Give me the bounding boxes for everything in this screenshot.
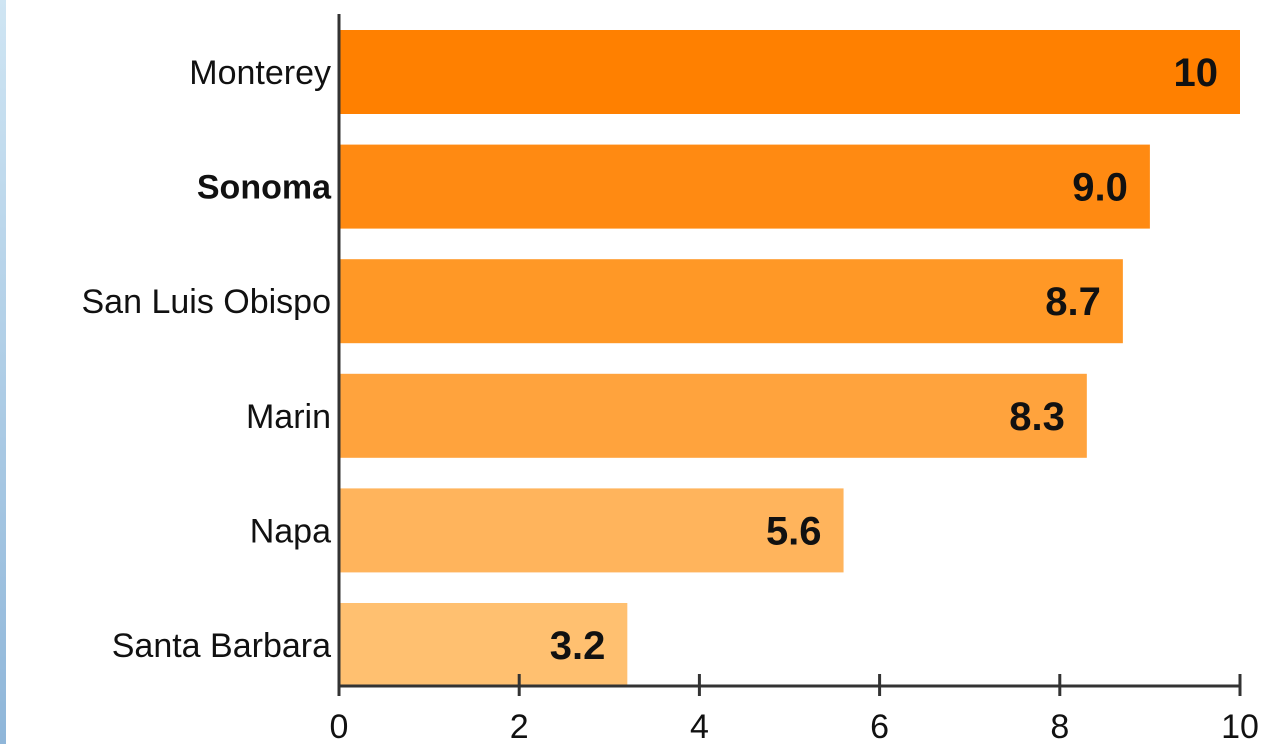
- x-tick-label-10: 10: [1221, 708, 1259, 744]
- category-label-monterey: Monterey: [189, 54, 331, 92]
- category-label-marin: Marin: [246, 398, 331, 436]
- category-label-san-luis-obispo: San Luis Obispo: [82, 283, 332, 321]
- bar-santa-barbara: [339, 603, 628, 687]
- value-label-san-luis-obispo: 8.7: [1045, 280, 1101, 324]
- value-label-monterey: 10: [1174, 51, 1219, 95]
- value-label-marin: 8.3: [1009, 395, 1065, 439]
- left-edge-decoration: [0, 0, 6, 744]
- category-label-santa-barbara: Santa Barbara: [112, 627, 331, 665]
- x-tick-label-0: 0: [330, 708, 349, 744]
- bar-monterey: [339, 30, 1240, 114]
- x-tick-label-2: 2: [510, 708, 529, 744]
- bar-napa: [339, 488, 844, 573]
- bars-layer: 10 Monterey 9.0 Sonoma 8.7 San Luis Obispo 8.3…: [82, 30, 1240, 687]
- x-tick-label-4: 4: [690, 708, 709, 744]
- value-label-sonoma: 9.0: [1072, 166, 1128, 210]
- value-label-napa: 5.6: [766, 509, 822, 553]
- value-label-santa-barbara: 3.2: [550, 624, 606, 668]
- category-label-sonoma: Sonoma: [197, 169, 332, 207]
- x-tick-label-6: 6: [870, 708, 889, 744]
- category-label-napa: Napa: [250, 512, 331, 550]
- axis-layer: 0 2 4 6 8 10: [330, 14, 1259, 744]
- bar-san-luis-obispo: [339, 259, 1123, 344]
- x-tick-label-8: 8: [1050, 708, 1069, 744]
- bar-sonoma: [339, 144, 1150, 229]
- bar-marin: [339, 373, 1087, 458]
